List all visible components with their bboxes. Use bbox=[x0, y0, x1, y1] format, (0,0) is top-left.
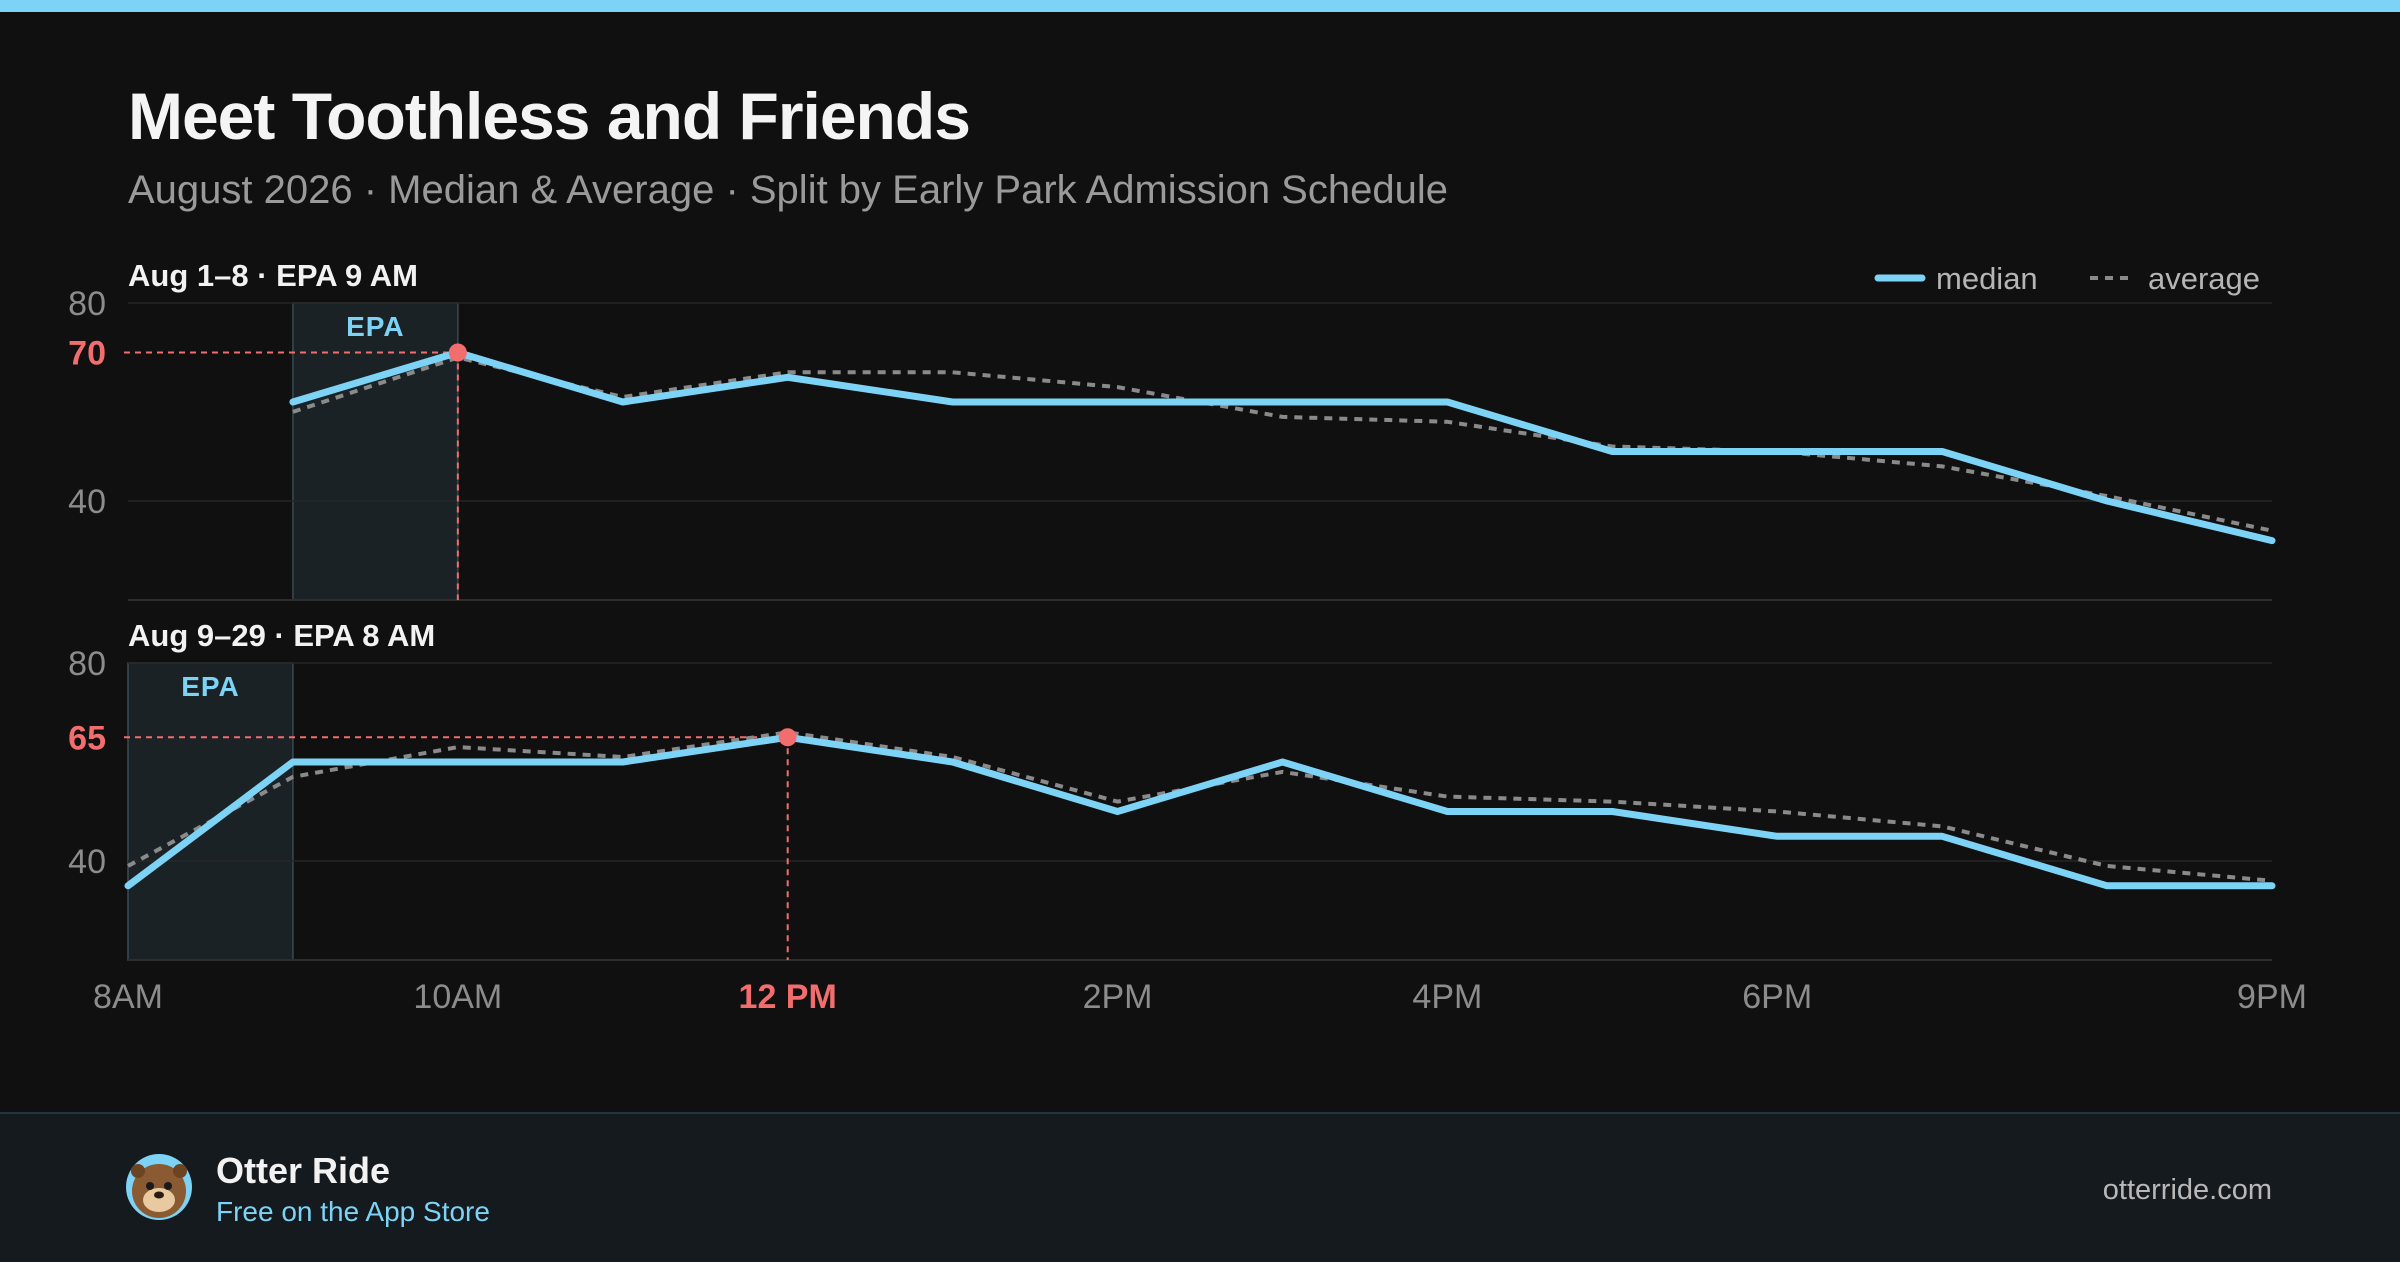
x-tick-2pm: 2PM bbox=[1083, 978, 1153, 1016]
panel-2-peak-label: 65 bbox=[68, 719, 106, 757]
page-subtitle: August 2026 · Median & Average · Split b… bbox=[128, 168, 1448, 212]
panel-1-y-tick-40: 40 bbox=[68, 483, 106, 521]
otter-icon bbox=[126, 1154, 192, 1220]
panel-2-epa-band bbox=[127, 662, 294, 961]
panel-1-label: Aug 1–8 · EPA 9 AM bbox=[128, 258, 418, 293]
app-store-link[interactable]: Free on the App Store bbox=[216, 1196, 490, 1227]
website-link[interactable]: otterride.com bbox=[2102, 1174, 2272, 1206]
x-tick-4pm: 4PM bbox=[1412, 978, 1482, 1016]
x-tick-8am: 8AM bbox=[93, 978, 163, 1016]
panel-1-peak-label: 70 bbox=[68, 335, 106, 373]
panel-2-peak-point bbox=[778, 728, 797, 747]
legend-average-label: average bbox=[2148, 261, 2260, 296]
panel-1-epa-label: EPA bbox=[346, 311, 405, 342]
app-name: Otter Ride bbox=[216, 1150, 391, 1191]
legend-median-label: median bbox=[1936, 261, 2038, 296]
panel-2-y-tick-80: 80 bbox=[68, 645, 106, 683]
panel-2-median-line bbox=[124, 733, 2276, 890]
x-tick-9pm: 9PM bbox=[2237, 978, 2307, 1016]
panel-2-label: Aug 9–29 · EPA 8 AM bbox=[128, 618, 435, 653]
page-title: Meet Toothless and Friends bbox=[128, 79, 971, 153]
x-tick-6pm: 6PM bbox=[1742, 978, 1812, 1016]
panel-1-y-tick-80: 80 bbox=[68, 285, 106, 323]
panel-2-epa-label: EPA bbox=[181, 671, 240, 702]
panel-1-epa-band bbox=[292, 302, 459, 601]
panel-1-peak-point bbox=[448, 343, 467, 362]
accent-bar bbox=[0, 0, 2400, 12]
wait-time-chart: median average EPA 80 40 Aug 1–8 · EPA 9 AM 70… bbox=[68, 258, 2307, 1016]
panel-2-y-tick-40: 40 bbox=[68, 843, 106, 881]
x-tick-10am: 10AM bbox=[413, 978, 502, 1016]
panel-1-average-line bbox=[292, 355, 2273, 533]
panel-1-median-line bbox=[289, 349, 2276, 545]
footer: Otter Ride Free on the App Store otterri… bbox=[0, 1112, 2400, 1262]
x-tick-12pm: 12 PM bbox=[739, 978, 837, 1016]
panel-2-average-line bbox=[127, 730, 2273, 883]
